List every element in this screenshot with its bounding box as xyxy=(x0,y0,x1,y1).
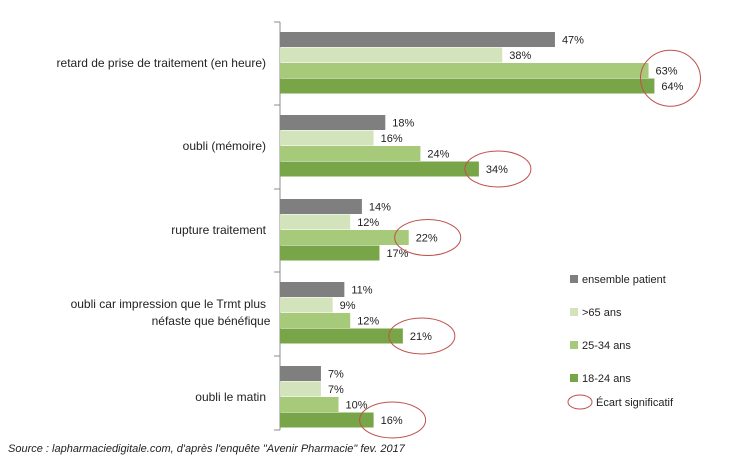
data-label: 64% xyxy=(661,81,683,93)
bar xyxy=(280,328,403,344)
bar xyxy=(280,32,555,47)
data-label: 16% xyxy=(381,415,403,427)
bar xyxy=(280,297,333,313)
legend-label: >65 ans xyxy=(582,307,622,319)
significance-ellipse xyxy=(359,401,427,439)
bar xyxy=(280,199,362,214)
bar xyxy=(280,381,321,397)
legend-label: ensemble patient xyxy=(582,274,666,286)
data-label: 14% xyxy=(369,202,391,214)
data-label: 12% xyxy=(357,217,379,229)
data-label: 9% xyxy=(340,300,356,312)
bar xyxy=(280,146,421,161)
bar xyxy=(280,63,649,78)
data-label: 38% xyxy=(509,50,531,62)
legend-significance-ellipse xyxy=(567,394,593,410)
data-label: 7% xyxy=(328,369,344,381)
bar xyxy=(280,282,345,297)
data-label: 34% xyxy=(486,164,508,176)
category-label: oubli car impression que le Trmt plus néf… xyxy=(71,297,271,328)
data-label: 12% xyxy=(357,316,379,328)
legend-label: 25-34 ans xyxy=(582,340,631,352)
data-label: 21% xyxy=(410,331,432,343)
bar xyxy=(280,47,503,63)
legend-swatch xyxy=(570,275,578,283)
legend-swatch xyxy=(570,341,578,349)
bar xyxy=(280,313,351,328)
data-label: 10% xyxy=(346,400,368,412)
legend-swatch xyxy=(570,308,578,316)
bar xyxy=(280,397,339,412)
data-label: 11% xyxy=(351,285,372,297)
bar xyxy=(280,412,374,428)
significance-ellipse xyxy=(639,49,701,107)
data-label: 63% xyxy=(656,66,678,78)
data-label: 18% xyxy=(392,118,414,130)
significance-ellipse xyxy=(464,150,532,188)
bar xyxy=(280,130,374,146)
bar xyxy=(280,245,380,261)
source-note: Source : lapharmaciedigitale.com, d'aprè… xyxy=(8,443,405,455)
bar xyxy=(280,115,386,130)
data-label: 24% xyxy=(427,149,449,161)
legend-significance-label: Écart significatif xyxy=(596,396,674,409)
bar xyxy=(280,78,655,94)
legend-swatch xyxy=(570,374,578,382)
data-label: 22% xyxy=(416,233,438,245)
category-label: retard de prise de traitement (en heure) xyxy=(57,56,266,70)
bar xyxy=(280,161,479,177)
bar xyxy=(280,366,321,381)
significance-ellipse xyxy=(394,219,462,256)
bar xyxy=(280,230,409,245)
data-label: 47% xyxy=(562,35,584,47)
category-label: rupture traitement xyxy=(171,223,266,237)
bar xyxy=(280,214,351,230)
data-label: 17% xyxy=(386,248,408,260)
category-label: oubli (mémoire) xyxy=(183,139,266,153)
data-label: 16% xyxy=(381,133,403,145)
category-label: oubli le matin xyxy=(195,390,266,404)
data-label: 7% xyxy=(328,384,344,396)
significance-ellipse xyxy=(388,317,456,355)
legend-label: 18-24 ans xyxy=(582,373,631,385)
